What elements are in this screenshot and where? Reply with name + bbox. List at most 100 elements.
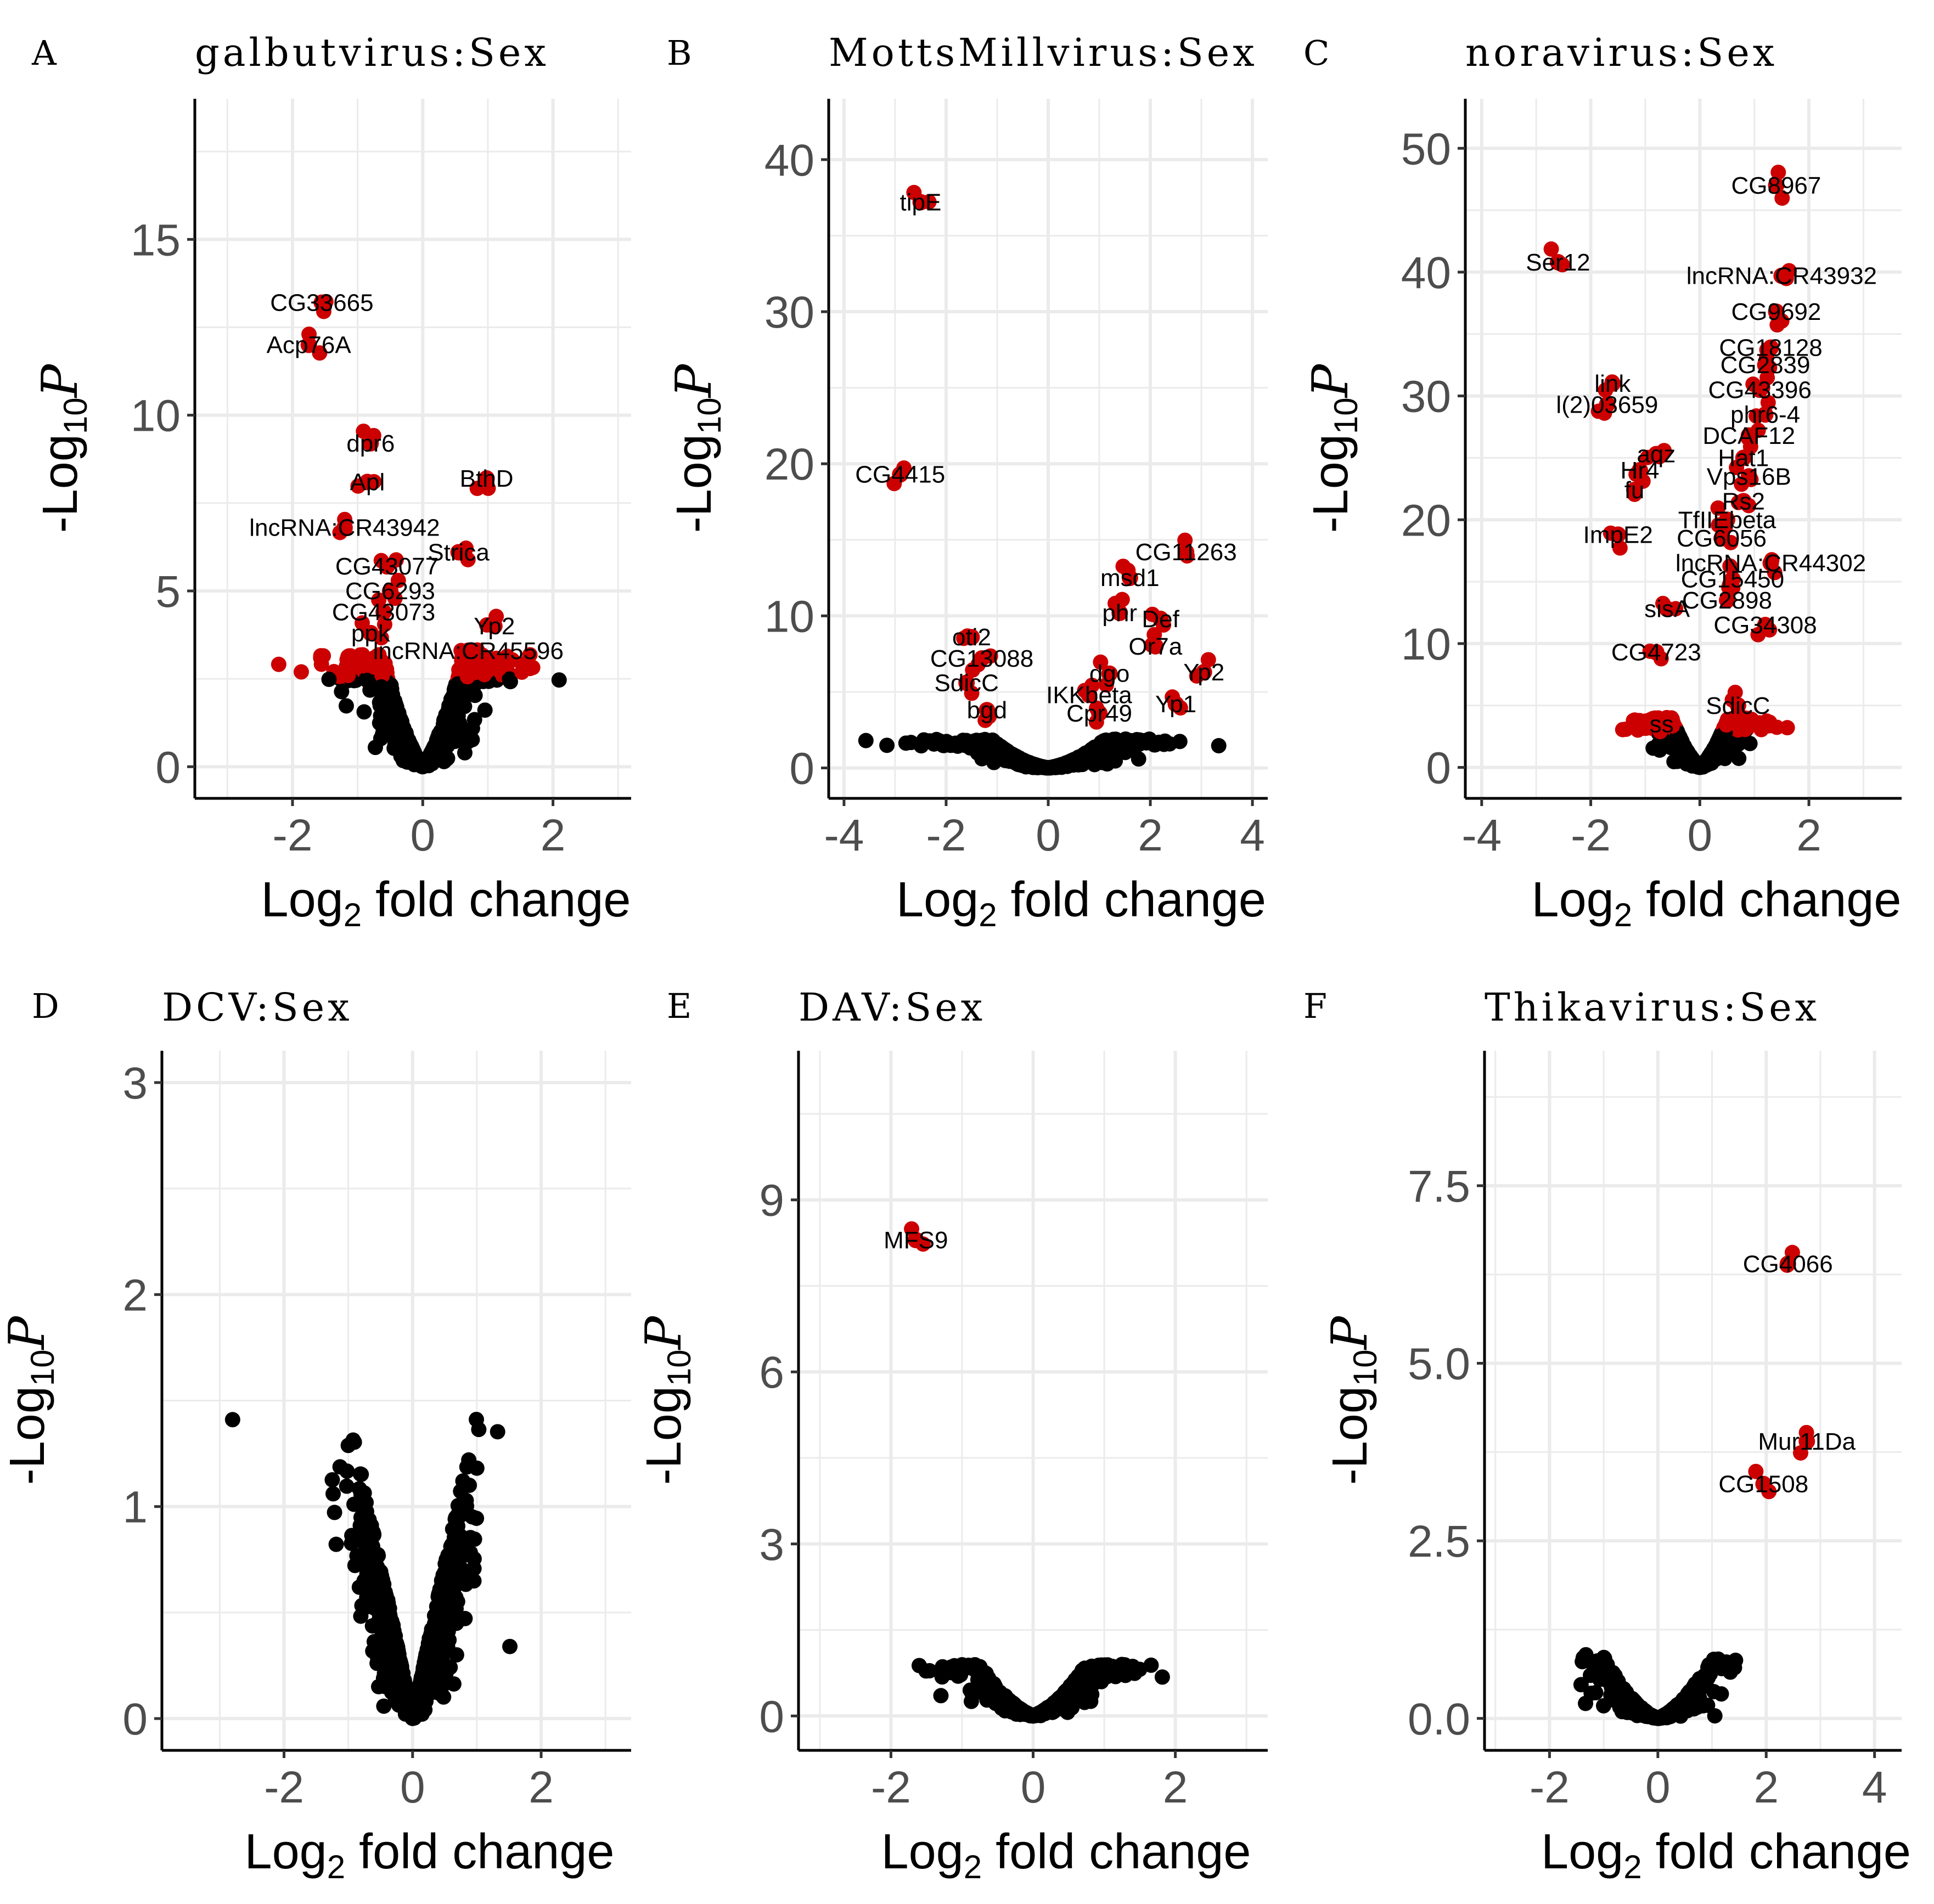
data-point [1172,734,1188,750]
labeled-point [1147,638,1164,655]
data-point [1211,738,1227,754]
x-tick-label: 4 [1240,810,1265,860]
labeled-point [1195,663,1212,680]
data-point [954,1657,970,1672]
gene-label: Apl [350,469,385,495]
data-point [898,735,914,751]
y-tick-label: 20 [1401,495,1451,545]
data-point [1585,1656,1601,1672]
gene-labels: MFS9 [884,1227,948,1254]
labeled-point [460,642,477,659]
gene-label: lncRNA:CR45596 [373,638,564,664]
gene-label: Def [1142,606,1179,633]
y-tick-label: 0.0 [1408,1694,1470,1744]
data-point [469,1511,485,1526]
data-point [1026,757,1042,773]
panel-title: noravirus:Sex [1465,30,1778,75]
data-point [293,664,309,680]
gene-label: CG1508 [1718,1471,1808,1498]
data-point [390,707,406,723]
data-point [1021,1706,1037,1722]
data-point [969,733,985,748]
data-point [398,725,414,741]
x-tick-label: -2 [264,1762,304,1812]
labeled-point [1101,665,1118,682]
labeled-point [1111,604,1128,621]
data-point [443,1539,459,1554]
data-point [386,720,402,736]
data-point [1779,720,1795,736]
gene-label: SdicC [1706,692,1770,719]
y-tick-label: 7.5 [1408,1162,1470,1212]
points [904,1221,1170,1724]
gene-label: BthD [460,465,514,492]
panel-letter: B [667,33,692,73]
gene-label: oti2 [952,624,991,651]
x-axis-title: Log2 fold change [1541,1824,1911,1885]
gene-label: Ser12 [1526,249,1590,276]
y-tick-label: 30 [1401,372,1451,422]
y-tick-label: 3 [759,1520,784,1570]
significant-point [1114,592,1130,607]
data-point [383,1627,398,1643]
data-point [1146,737,1162,753]
significant-point [376,617,392,633]
data-point [1107,1669,1123,1685]
gene-label: CG43073 [332,599,435,626]
data-point [440,714,456,730]
labeled-point [362,624,379,641]
points [858,184,1227,776]
data-point [963,1693,979,1709]
data-point [1620,1695,1636,1711]
data-point [447,1552,463,1568]
data-point [441,701,457,717]
significant-point [1146,627,1162,643]
data-point [376,662,392,678]
labeled-point [362,435,379,452]
labeled-point [375,604,392,621]
gene-label: Mur11Da [1758,1428,1856,1455]
data-point [379,1609,395,1625]
x-tick-label: 0 [1688,810,1713,860]
x-tick-label: -2 [1530,1762,1570,1812]
y-tick-label: 2.5 [1408,1517,1470,1567]
labeled-point [450,544,467,561]
gene-label: MFS9 [884,1227,948,1254]
gene-label: ImpE2 [1583,521,1653,548]
data-point [398,741,414,757]
data-point [1041,760,1056,776]
labeled-point [478,470,495,487]
x-tick-label: -2 [273,810,313,860]
grid [1465,99,1902,798]
data-point [339,1463,355,1479]
data-point [321,672,337,688]
gene-label: SdicC [934,669,998,696]
data-point [551,672,567,688]
panel-title: DCV:Sex [162,985,353,1030]
x-tick-label: -2 [871,1762,911,1812]
data-point [1071,1677,1087,1693]
gene-label: l(2)03659 [1556,391,1658,418]
gene-label: Or7a [1128,633,1182,660]
data-point [459,669,475,685]
data-point [1592,1670,1607,1686]
x-axis-title: Log2 fold change [245,1824,615,1885]
labeled-point [1091,705,1108,722]
labeled-point [313,294,330,311]
data-point [1742,736,1758,752]
data-point [1672,745,1688,761]
gene-label: Yp2 [474,613,515,640]
data-point [432,1601,448,1616]
y-tick-label: 0 [759,1692,784,1742]
x-tick-label: 0 [1036,810,1061,860]
data-point [1630,722,1646,738]
data-point [389,1643,405,1659]
labeled-point [336,519,353,536]
gene-label: CG13088 [930,645,1033,672]
data-point [1008,1700,1024,1716]
labeled-point [1167,696,1184,713]
grid [195,99,631,798]
data-point [338,698,354,714]
